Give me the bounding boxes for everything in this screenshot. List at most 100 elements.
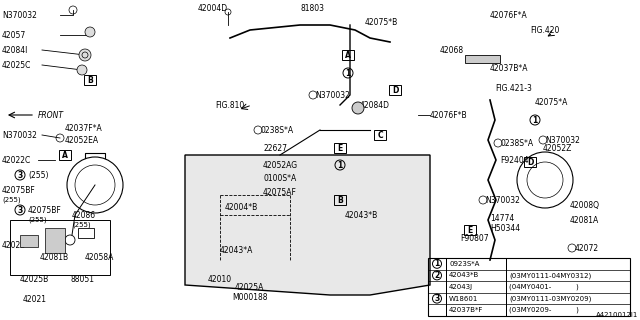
Text: (03MY0111-04MY0312): (03MY0111-04MY0312) [509,272,591,279]
Text: 42010: 42010 [208,276,232,284]
Text: 42022C: 42022C [2,156,31,164]
Text: 42025B: 42025B [20,276,49,284]
Bar [84,75,96,85]
Text: 42075*B: 42075*B [365,18,398,27]
Circle shape [77,65,87,75]
Text: 0100S*A: 0100S*A [263,173,296,182]
Text: 42043*A: 42043*A [220,245,253,254]
Text: (255): (255) [72,222,91,228]
Text: 42084D: 42084D [360,100,390,109]
Bar [374,130,386,140]
Text: D: D [527,157,533,166]
Text: 42037F*A: 42037F*A [65,124,103,132]
Text: D: D [392,85,398,94]
Text: 42075*A: 42075*A [535,98,568,107]
Text: 42058A: 42058A [85,253,115,262]
Text: 42043J: 42043J [449,284,473,290]
Text: 42075AF: 42075AF [263,188,297,196]
Text: 42037B*A: 42037B*A [490,63,529,73]
Text: 42043*B: 42043*B [345,211,378,220]
Text: (255): (255) [28,217,47,223]
Bar [524,157,536,167]
Bar [20,235,38,247]
Polygon shape [185,155,430,295]
Text: 42004*B: 42004*B [225,203,259,212]
Text: W18601: W18601 [449,296,478,302]
Text: 0923S*A: 0923S*A [449,261,479,267]
Text: 3: 3 [17,171,22,180]
Text: F92404: F92404 [500,156,529,164]
Text: 1: 1 [346,68,351,77]
Text: 14774: 14774 [490,213,515,222]
Circle shape [352,102,364,114]
Text: 1: 1 [435,259,440,268]
Text: 42086: 42086 [72,211,96,220]
Text: 42022: 42022 [2,241,26,250]
Text: 3: 3 [435,294,440,303]
Bar [389,85,401,95]
Text: 42076F*A: 42076F*A [490,11,528,20]
Text: 42075BF: 42075BF [2,186,36,195]
Text: 42052AG: 42052AG [263,161,298,170]
Text: 42057: 42057 [2,30,26,39]
Text: A4210012I1: A4210012I1 [596,312,638,318]
Bar [78,228,94,238]
Text: B: B [337,196,343,204]
Text: N370032: N370032 [2,11,37,20]
Bar [428,258,630,316]
Text: N370032: N370032 [2,131,37,140]
Text: FRONT: FRONT [38,110,64,119]
Text: 42037B*F: 42037B*F [449,307,483,313]
Text: (255): (255) [28,171,49,180]
Text: 42081A: 42081A [570,215,599,225]
Bar [334,143,346,153]
Text: 1: 1 [532,116,538,124]
Bar [465,55,500,63]
Bar [45,228,65,253]
Text: A: A [345,51,351,60]
Bar [342,50,354,60]
Text: 42072: 42072 [575,244,599,252]
Text: 0238S*A: 0238S*A [500,139,533,148]
Text: C: C [377,131,383,140]
Text: 22627: 22627 [263,143,287,153]
Text: (03MY0209-           ): (03MY0209- ) [509,307,579,314]
Text: E: E [467,226,472,235]
Text: (04MY0401-           ): (04MY0401- ) [509,284,579,290]
Text: (255): (255) [2,197,20,203]
Text: 42043*B: 42043*B [449,272,479,278]
Bar [334,195,346,205]
Text: 81803: 81803 [300,4,324,12]
Text: 42068: 42068 [440,45,464,54]
Text: 3: 3 [17,205,22,214]
Text: 42021: 42021 [23,295,47,305]
Text: 42076F*B: 42076F*B [430,110,468,119]
Text: 42004D: 42004D [198,4,228,12]
Text: N370032: N370032 [315,91,350,100]
Text: 42025A: 42025A [235,283,264,292]
Text: N370032: N370032 [545,135,580,145]
Text: M000188: M000188 [232,293,268,302]
Text: FIG.810: FIG.810 [215,100,244,109]
Text: 1: 1 [337,161,342,170]
Text: H50344: H50344 [490,223,520,233]
Text: 42008Q: 42008Q [570,201,600,210]
Text: 42052EA: 42052EA [65,135,99,145]
Bar [464,225,476,235]
Text: 42084I: 42084I [2,45,28,54]
Text: N370032: N370032 [485,196,520,204]
Text: 0238S*A: 0238S*A [260,125,293,134]
Text: (03MY0111-03MY0209): (03MY0111-03MY0209) [509,295,591,302]
Text: A: A [62,150,68,159]
Text: FIG.420: FIG.420 [530,26,559,35]
Circle shape [85,27,95,37]
Circle shape [79,49,91,61]
Text: E: E [337,143,342,153]
Text: 42052Z: 42052Z [543,143,572,153]
Text: 42025C: 42025C [2,60,31,69]
Text: 42081B: 42081B [40,253,69,262]
Text: 2: 2 [435,271,440,280]
Bar [10,220,110,275]
Text: 42075BF: 42075BF [28,205,61,214]
Text: 88051: 88051 [70,276,94,284]
